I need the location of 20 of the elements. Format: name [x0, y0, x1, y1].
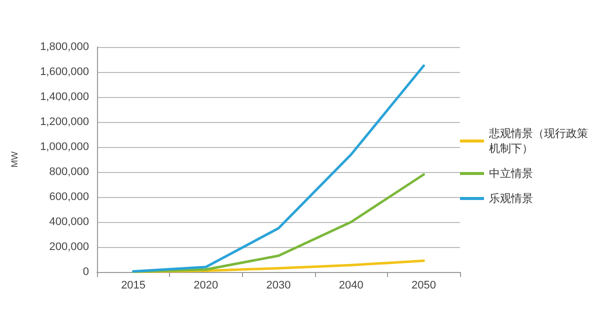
y-axis-title: MW — [10, 151, 20, 168]
x-tick-label: 2030 — [266, 280, 291, 292]
x-tick-label: 2040 — [338, 280, 364, 292]
legend-label: 悲观情景（现行政策机制下） — [488, 127, 588, 155]
y-tick-label: 600,000 — [49, 191, 89, 203]
y-tick-label: 0 — [82, 266, 89, 278]
y-tick-label: 1,400,000 — [40, 91, 89, 103]
x-tick-label: 2015 — [121, 280, 146, 292]
legend-label: 中立情景 — [489, 167, 533, 180]
y-tick-label: 1,000,000 — [40, 141, 89, 153]
line-series — [132, 64, 425, 273]
y-tick-label: 800,000 — [49, 166, 89, 178]
x-tick-label: 2020 — [194, 280, 218, 292]
legend-label: 乐观情景 — [489, 192, 533, 205]
y-tick-label: 1,200,000 — [40, 116, 89, 128]
y-tick-label: 400,000 — [49, 216, 89, 228]
y-tick-label: 200,000 — [49, 241, 89, 253]
y-tick-label: 1,600,000 — [40, 66, 89, 78]
x-tick-label: 2050 — [411, 280, 436, 292]
y-tick-label: 1,800,000 — [40, 41, 89, 53]
